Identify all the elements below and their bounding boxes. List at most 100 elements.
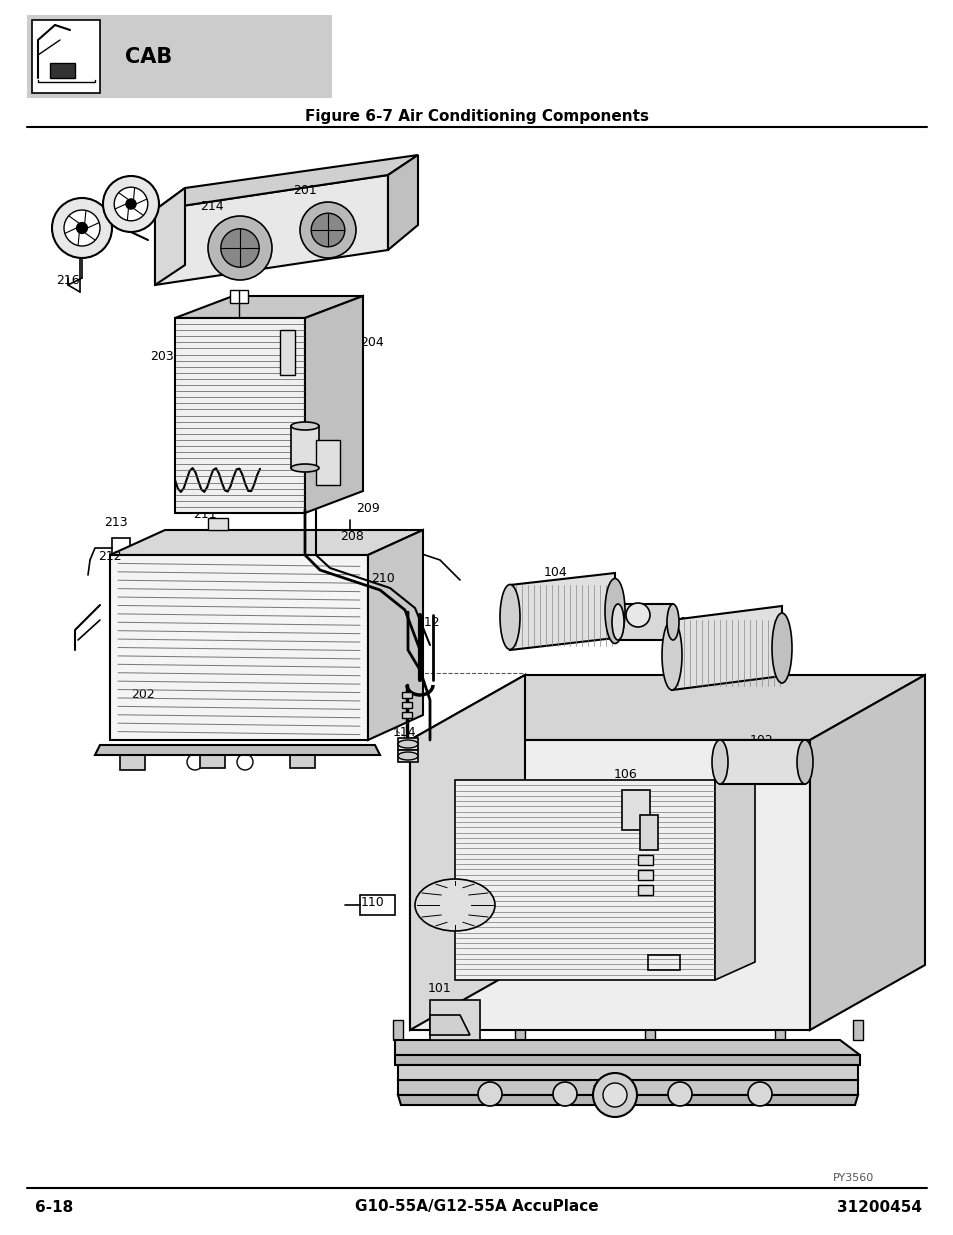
Ellipse shape — [415, 879, 495, 931]
Polygon shape — [233, 296, 363, 492]
Circle shape — [76, 222, 88, 233]
Polygon shape — [174, 296, 363, 317]
Text: PY3560: PY3560 — [832, 1173, 873, 1183]
Polygon shape — [154, 175, 388, 285]
Text: 31200454: 31200454 — [836, 1199, 921, 1214]
Polygon shape — [230, 290, 248, 303]
Bar — [638, 869, 652, 881]
Circle shape — [593, 1073, 637, 1116]
Polygon shape — [368, 530, 422, 740]
Polygon shape — [154, 156, 417, 210]
Polygon shape — [714, 762, 754, 981]
Polygon shape — [397, 1095, 857, 1105]
Polygon shape — [110, 555, 368, 740]
Text: 110: 110 — [361, 897, 384, 909]
Circle shape — [299, 203, 355, 258]
Polygon shape — [430, 1000, 479, 1040]
Polygon shape — [208, 517, 228, 530]
Polygon shape — [290, 755, 314, 768]
Polygon shape — [388, 156, 417, 249]
Circle shape — [64, 210, 100, 246]
Polygon shape — [174, 317, 305, 513]
Polygon shape — [315, 440, 339, 485]
Text: 217: 217 — [181, 469, 205, 483]
Circle shape — [114, 188, 148, 221]
Circle shape — [667, 1082, 691, 1107]
Bar — [639, 815, 658, 850]
Polygon shape — [154, 188, 185, 285]
Text: 106: 106 — [614, 768, 638, 782]
Polygon shape — [393, 1020, 402, 1040]
Text: 209: 209 — [355, 501, 379, 515]
Polygon shape — [397, 1079, 857, 1095]
Polygon shape — [455, 781, 714, 981]
Circle shape — [477, 1082, 501, 1107]
Circle shape — [311, 214, 344, 247]
Bar — [397, 750, 417, 762]
Text: 213: 213 — [104, 515, 128, 529]
Polygon shape — [305, 296, 363, 513]
Polygon shape — [774, 1020, 784, 1040]
Text: 104: 104 — [679, 616, 703, 630]
Text: 211: 211 — [193, 508, 216, 520]
Polygon shape — [515, 1020, 524, 1040]
Bar — [618, 604, 672, 640]
Text: 103: 103 — [618, 608, 641, 620]
Text: 107: 107 — [572, 787, 596, 799]
Polygon shape — [110, 530, 422, 555]
Polygon shape — [120, 755, 145, 769]
Polygon shape — [410, 676, 524, 1030]
Text: 112: 112 — [416, 615, 439, 629]
Text: G10-55A/G12-55A AccuPlace: G10-55A/G12-55A AccuPlace — [355, 1199, 598, 1214]
Circle shape — [103, 177, 159, 232]
Text: 110: 110 — [632, 946, 655, 958]
Ellipse shape — [397, 752, 417, 760]
Text: 109: 109 — [592, 1083, 616, 1097]
Text: 210: 210 — [371, 572, 395, 584]
Circle shape — [747, 1082, 771, 1107]
Text: Figure 6-7 Air Conditioning Components: Figure 6-7 Air Conditioning Components — [305, 110, 648, 125]
Circle shape — [625, 603, 649, 627]
Ellipse shape — [499, 584, 519, 650]
Ellipse shape — [771, 613, 791, 683]
Polygon shape — [410, 740, 809, 1030]
Polygon shape — [200, 755, 225, 768]
Polygon shape — [809, 676, 924, 1030]
Text: 101: 101 — [428, 982, 452, 994]
Text: 203: 203 — [150, 351, 173, 363]
Circle shape — [208, 216, 272, 280]
Text: 208: 208 — [339, 531, 363, 543]
Circle shape — [52, 198, 112, 258]
Polygon shape — [397, 1065, 857, 1079]
Circle shape — [553, 1082, 577, 1107]
Polygon shape — [430, 1015, 470, 1035]
Text: CAB: CAB — [125, 47, 172, 67]
Polygon shape — [280, 330, 294, 375]
Polygon shape — [671, 606, 781, 690]
Ellipse shape — [796, 740, 812, 784]
Ellipse shape — [604, 578, 624, 643]
Circle shape — [220, 228, 259, 267]
Bar — [638, 855, 652, 864]
Text: 214: 214 — [200, 200, 224, 214]
Ellipse shape — [666, 604, 679, 640]
Text: 113: 113 — [395, 741, 419, 755]
Text: 205: 205 — [260, 467, 284, 479]
Circle shape — [126, 199, 136, 209]
Text: 202: 202 — [131, 688, 154, 701]
Text: 114: 114 — [392, 726, 416, 740]
Text: 201: 201 — [293, 184, 316, 196]
Polygon shape — [50, 63, 75, 78]
Ellipse shape — [397, 740, 417, 748]
Polygon shape — [95, 745, 379, 755]
Polygon shape — [401, 713, 412, 718]
Ellipse shape — [661, 620, 681, 690]
Text: 207: 207 — [330, 441, 354, 454]
Polygon shape — [395, 1055, 859, 1065]
Text: 105: 105 — [638, 902, 661, 914]
Text: 204: 204 — [220, 310, 244, 322]
Polygon shape — [410, 676, 924, 740]
Bar — [720, 740, 804, 784]
Polygon shape — [395, 1040, 859, 1055]
Polygon shape — [415, 1000, 430, 1015]
